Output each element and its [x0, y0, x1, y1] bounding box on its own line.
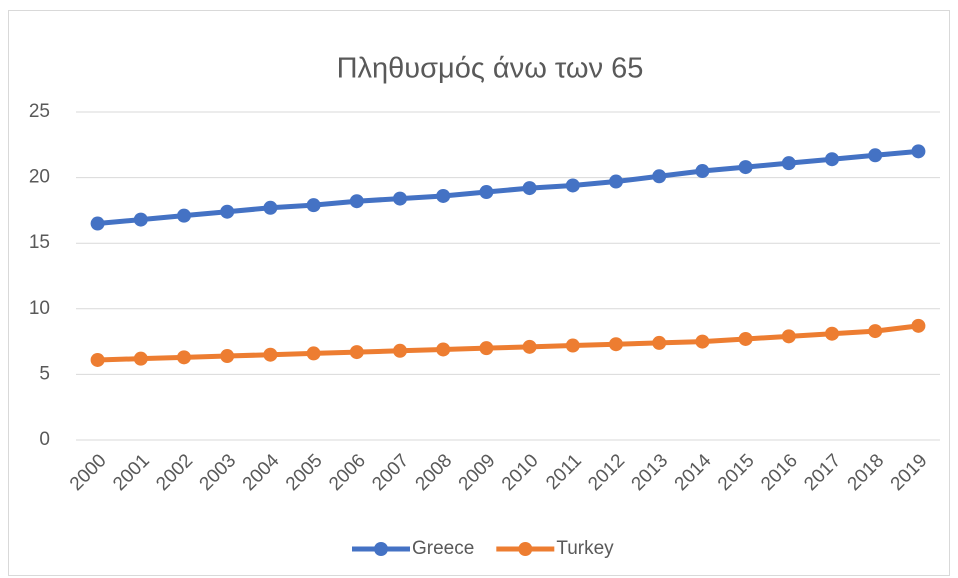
data-point [349, 345, 364, 360]
data-point [825, 326, 839, 341]
data-point [911, 318, 926, 333]
data-point [393, 191, 407, 206]
data-point [695, 164, 710, 179]
data-point [911, 144, 926, 159]
data-point [90, 216, 105, 231]
data-point [349, 194, 364, 209]
data-point [738, 160, 753, 175]
data-point [133, 351, 148, 366]
data-point [565, 178, 580, 193]
data-point [220, 204, 235, 219]
legend-label: Turkey [556, 538, 614, 559]
data-point [177, 350, 191, 365]
data-point [177, 208, 191, 223]
data-point [220, 349, 235, 364]
series-line [97, 148, 919, 227]
data-point [436, 342, 451, 357]
data-point [263, 347, 278, 362]
data-point [133, 212, 148, 227]
data-point [609, 337, 623, 352]
data-point [306, 198, 321, 213]
data-point [306, 346, 321, 361]
data-point [868, 148, 883, 163]
data-point [479, 341, 494, 356]
data-point [479, 185, 494, 200]
y-tick-label: 10 [29, 298, 50, 319]
data-point [868, 324, 883, 339]
chart-border [8, 10, 950, 576]
data-point [522, 181, 537, 196]
data-point [565, 338, 580, 353]
y-tick-label: 25 [29, 101, 50, 122]
data-point [522, 339, 537, 354]
data-point [436, 188, 451, 203]
data-point [90, 352, 105, 367]
legend-marker [518, 542, 533, 556]
y-tick-label: 20 [29, 167, 50, 188]
data-point [738, 331, 753, 346]
data-point [825, 152, 839, 167]
data-point [652, 169, 667, 184]
y-tick-label: 15 [29, 232, 50, 253]
data-point [652, 335, 667, 350]
legend-marker [374, 542, 388, 556]
data-point [781, 156, 796, 171]
chart-title: Πληθυσμός άνω των 65 [337, 53, 644, 85]
series-line [97, 323, 919, 363]
y-tick-label: 0 [39, 429, 50, 450]
data-point [781, 329, 796, 344]
data-point [609, 174, 623, 189]
data-point [393, 343, 407, 358]
legend-label: Greece [412, 538, 474, 559]
data-point [695, 334, 710, 349]
data-point [263, 200, 278, 215]
y-tick-label: 5 [39, 363, 50, 384]
